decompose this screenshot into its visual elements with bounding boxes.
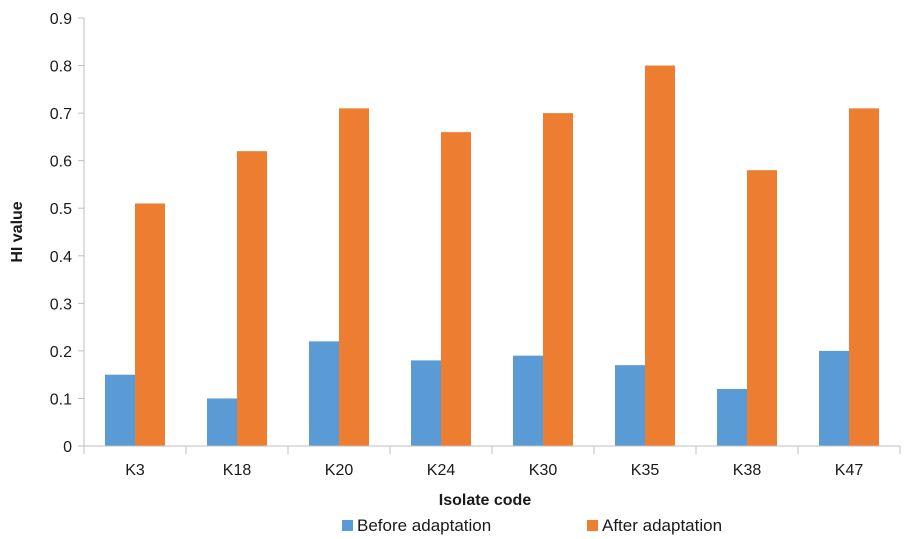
bar-before-k18 [207, 398, 237, 446]
bar-before-k20 [309, 341, 339, 446]
legend-label-after: After adaptation [602, 516, 722, 535]
x-tick-label: K35 [631, 462, 660, 479]
bar-after-k18 [237, 151, 267, 446]
x-axis-title: Isolate code [439, 492, 532, 509]
y-tick-label: 0.2 [50, 344, 72, 361]
bar-after-k20 [339, 108, 369, 446]
y-tick-label: 0.7 [50, 106, 72, 123]
bar-before-k30 [513, 355, 543, 446]
bar-after-k38 [747, 170, 777, 446]
y-tick-label: 0.5 [50, 201, 72, 218]
y-axis-title: HI value [9, 201, 26, 262]
bar-after-k30 [543, 113, 573, 446]
bar-before-k3 [105, 374, 135, 446]
x-tick-label: K20 [325, 462, 354, 479]
y-tick-label: 0.6 [50, 154, 72, 171]
bar-before-k35 [615, 365, 645, 446]
bar-after-k35 [645, 65, 675, 447]
bar-before-k38 [717, 388, 747, 446]
x-tick-label: K24 [427, 462, 456, 479]
x-axis-ticks: K3 K18 K20 K24 K30 K35 K38 K47 [83, 446, 901, 479]
y-tick-label: 0.4 [50, 249, 72, 266]
legend: Before adaptation After adaptation [342, 516, 722, 535]
x-tick-label: K30 [529, 462, 558, 479]
bars [105, 65, 879, 447]
bar-after-k24 [441, 132, 471, 446]
y-tick-label: 0.3 [50, 296, 72, 313]
y-tick-label: 0.9 [50, 11, 72, 28]
y-tick-label: 0.1 [50, 391, 72, 408]
y-tick-label: 0 [63, 439, 72, 456]
x-tick-label: K38 [733, 462, 762, 479]
x-tick-label: K3 [125, 462, 145, 479]
x-tick-label: K47 [835, 462, 864, 479]
y-tick-label: 0.8 [50, 59, 72, 76]
bar-after-k47 [849, 108, 879, 446]
bar-before-k24 [411, 360, 441, 446]
legend-swatch-before [342, 520, 353, 531]
legend-swatch-after [587, 520, 598, 531]
legend-label-before: Before adaptation [357, 516, 491, 535]
bar-before-k47 [819, 350, 849, 446]
y-axis-ticks: 0 0.1 0.2 0.3 0.4 0.5 0.6 0.7 0.8 0.9 [50, 11, 84, 456]
bar-after-k3 [135, 203, 165, 446]
x-tick-label: K18 [223, 462, 252, 479]
